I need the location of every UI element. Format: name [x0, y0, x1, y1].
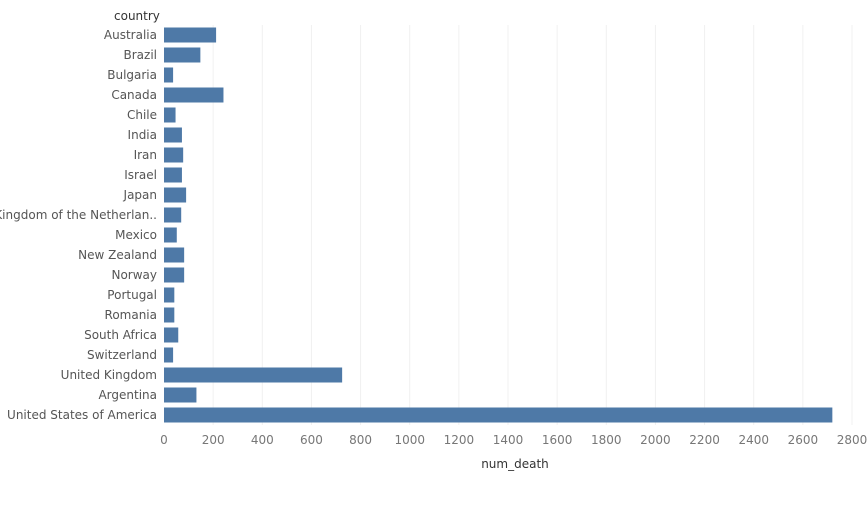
category-label: Switzerland — [87, 348, 157, 362]
gridlines — [212, 25, 853, 425]
category-label: Israel — [124, 168, 157, 182]
category-label: Bulgaria — [107, 68, 157, 82]
x-tick-label: 800 — [349, 433, 372, 447]
category-label: Portugal — [107, 288, 157, 302]
bar[interactable] — [164, 227, 177, 243]
x-axis-title: num_death — [481, 457, 549, 471]
bar[interactable] — [164, 187, 187, 203]
category-label: United Kingdom — [61, 368, 157, 382]
bar[interactable] — [164, 47, 201, 63]
bar[interactable] — [164, 67, 174, 83]
bar[interactable] — [164, 167, 182, 183]
bar[interactable] — [164, 147, 184, 163]
category-label: Canada — [111, 88, 157, 102]
category-label: Mexico — [115, 228, 157, 242]
bar[interactable] — [164, 307, 175, 323]
y-axis-labels: Australia Brazil Bulgaria Canada Chile India I… — [0, 28, 157, 422]
bar[interactable] — [164, 107, 176, 123]
bar[interactable] — [164, 87, 224, 103]
x-tick-label: 1600 — [542, 433, 573, 447]
category-label: United States of America — [7, 408, 157, 422]
category-label: Norway — [111, 268, 157, 282]
x-tick-label: 1400 — [493, 433, 524, 447]
bars — [164, 27, 833, 423]
category-label: Argentina — [98, 388, 157, 402]
x-tick-label: 2800 — [837, 433, 868, 447]
x-tick-label: 600 — [300, 433, 323, 447]
category-label: Japan — [123, 188, 157, 202]
bar[interactable] — [164, 207, 182, 223]
bar[interactable] — [164, 127, 182, 143]
bar[interactable] — [164, 407, 833, 423]
bar[interactable] — [164, 347, 174, 363]
x-tick-label: 0 — [160, 433, 168, 447]
x-tick-label: 1000 — [394, 433, 425, 447]
bar[interactable] — [164, 327, 179, 343]
x-tick-label: 2400 — [738, 433, 769, 447]
x-tick-label: 400 — [251, 433, 274, 447]
x-tick-label: 2000 — [640, 433, 671, 447]
category-label: India — [128, 128, 157, 142]
category-label: South Africa — [84, 328, 157, 342]
x-tick-label: 200 — [202, 433, 225, 447]
x-tick-label: 2600 — [788, 433, 819, 447]
category-label: Brazil — [124, 48, 158, 62]
category-label: Australia — [104, 28, 157, 42]
bar[interactable] — [164, 27, 217, 43]
y-axis-header: country — [114, 9, 160, 23]
x-axis-ticks: 0 200 400 600 800 1000 1200 1400 1600 1800 2000 220… — [160, 433, 867, 447]
bar[interactable] — [164, 367, 343, 383]
category-label: Chile — [127, 108, 157, 122]
bar[interactable] — [164, 247, 185, 263]
bar[interactable] — [164, 387, 197, 403]
x-tick-label: 1200 — [444, 433, 475, 447]
bar[interactable] — [164, 267, 185, 283]
category-label: Kingdom of the Netherlan.. — [0, 208, 157, 222]
category-label: Iran — [134, 148, 157, 162]
category-label: Romania — [105, 308, 157, 322]
category-label: New Zealand — [78, 248, 157, 262]
bar[interactable] — [164, 287, 175, 303]
x-tick-label: 2200 — [689, 433, 720, 447]
x-tick-label: 1800 — [591, 433, 622, 447]
